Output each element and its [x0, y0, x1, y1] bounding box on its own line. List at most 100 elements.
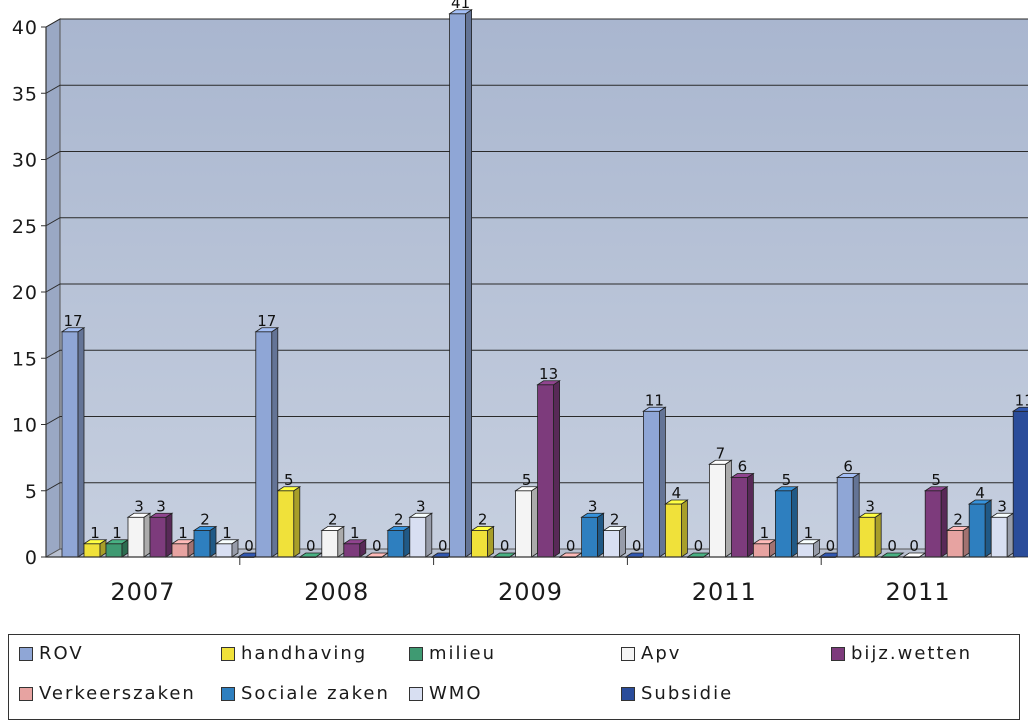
bar-side	[725, 459, 732, 558]
bar-value-label: 0	[909, 537, 919, 555]
bar-front	[171, 543, 189, 558]
bar-side	[271, 327, 279, 558]
bar-top	[60, 327, 86, 333]
bar-front	[775, 490, 792, 558]
bar-top	[448, 9, 473, 15]
bar-side	[597, 512, 604, 558]
y-tick-label: 25	[12, 216, 38, 238]
bar-top	[602, 526, 627, 531]
legend-label: ROV	[39, 643, 84, 664]
legend-label: Sociale zaken	[241, 683, 390, 704]
bar	[664, 499, 689, 558]
bar	[104, 539, 130, 558]
gridline	[45, 84, 1028, 94]
bar-top	[214, 539, 240, 545]
bar-top	[730, 473, 755, 478]
bar-top	[148, 512, 174, 518]
bar	[408, 512, 434, 558]
bar	[580, 512, 605, 558]
legend-swatch	[221, 646, 235, 661]
legend-item: Apv	[621, 643, 681, 664]
bar-value-label: 3	[134, 497, 144, 515]
bar-top	[857, 512, 883, 518]
bar-side	[874, 512, 882, 558]
bar-side	[553, 380, 560, 558]
bar-front	[603, 530, 620, 558]
bar-value-label: 1	[222, 524, 232, 542]
bar-value-label: 3	[865, 497, 875, 515]
bar-value-label: 1	[112, 524, 122, 542]
bar-value-label: 5	[782, 471, 792, 489]
bar-top	[342, 539, 368, 545]
bar-side	[791, 486, 798, 558]
bar-side	[747, 472, 754, 558]
bar-value-label: 5	[522, 471, 532, 489]
legend-swatch	[831, 646, 845, 661]
bar	[967, 499, 993, 558]
bar	[192, 525, 218, 558]
bar-side	[293, 486, 301, 558]
bar-front	[255, 331, 273, 558]
bar-value-label: 4	[672, 484, 682, 502]
bar-side	[1006, 512, 1014, 558]
bar-side	[852, 472, 860, 558]
y-tick-label: 5	[25, 481, 38, 503]
gridline	[45, 349, 1028, 359]
bar	[923, 486, 949, 558]
bar-side	[425, 512, 433, 558]
bar-top	[320, 526, 346, 531]
bar-side	[165, 512, 173, 558]
legend-swatch	[409, 646, 423, 661]
y-tick-label: 0	[25, 547, 38, 569]
bar-top	[664, 499, 689, 505]
x-tick-label: 2008	[304, 578, 369, 606]
bar	[642, 406, 667, 558]
legend-item: Subsidie	[621, 683, 733, 704]
bar-top	[642, 406, 667, 412]
bar-front	[665, 503, 682, 558]
bar-value-label: 0	[694, 537, 704, 555]
bar-front	[797, 543, 814, 558]
bar	[320, 525, 346, 558]
bar-value-label: 0	[438, 537, 448, 555]
bar-value-label: 0	[566, 537, 576, 555]
bar-value-label: 5	[931, 471, 941, 489]
bar	[448, 9, 473, 558]
gridline	[45, 217, 1028, 227]
bar-front	[946, 530, 964, 558]
x-tick-label: 2011	[692, 578, 757, 606]
bar-top	[126, 512, 152, 518]
gridline	[45, 416, 1028, 425]
bar-front	[387, 530, 405, 558]
bar-front	[1012, 410, 1028, 558]
bar	[1011, 406, 1028, 558]
legend-label: Subsidie	[641, 683, 734, 704]
bar-value-label: 0	[632, 537, 642, 555]
legend-label: Verkeerszaken	[39, 683, 196, 704]
bar-value-label: 1	[760, 524, 770, 542]
bar-value-label: 1	[90, 524, 100, 542]
bar-side	[619, 525, 626, 558]
bar	[536, 380, 561, 558]
bar-top	[923, 486, 949, 492]
gridline	[45, 151, 1028, 160]
legend-item: ROV	[19, 643, 84, 664]
bar-front	[149, 516, 167, 558]
bar-front	[127, 516, 145, 558]
legend-label: WMO	[429, 683, 483, 704]
bar	[342, 539, 368, 558]
bar-top	[82, 539, 108, 545]
bar-front	[343, 543, 361, 558]
bar-front	[709, 463, 726, 558]
bar-front	[409, 516, 427, 558]
legend-label: bijz.wetten	[851, 643, 972, 664]
bar-side	[531, 486, 538, 558]
legend-item: Sociale zaken	[221, 683, 390, 704]
legend-item: milieu	[409, 643, 496, 664]
bar-value-label: 0	[306, 537, 316, 555]
legend-label: milieu	[429, 643, 497, 664]
bar	[752, 539, 777, 558]
bar-value-label: 11	[1015, 391, 1028, 409]
